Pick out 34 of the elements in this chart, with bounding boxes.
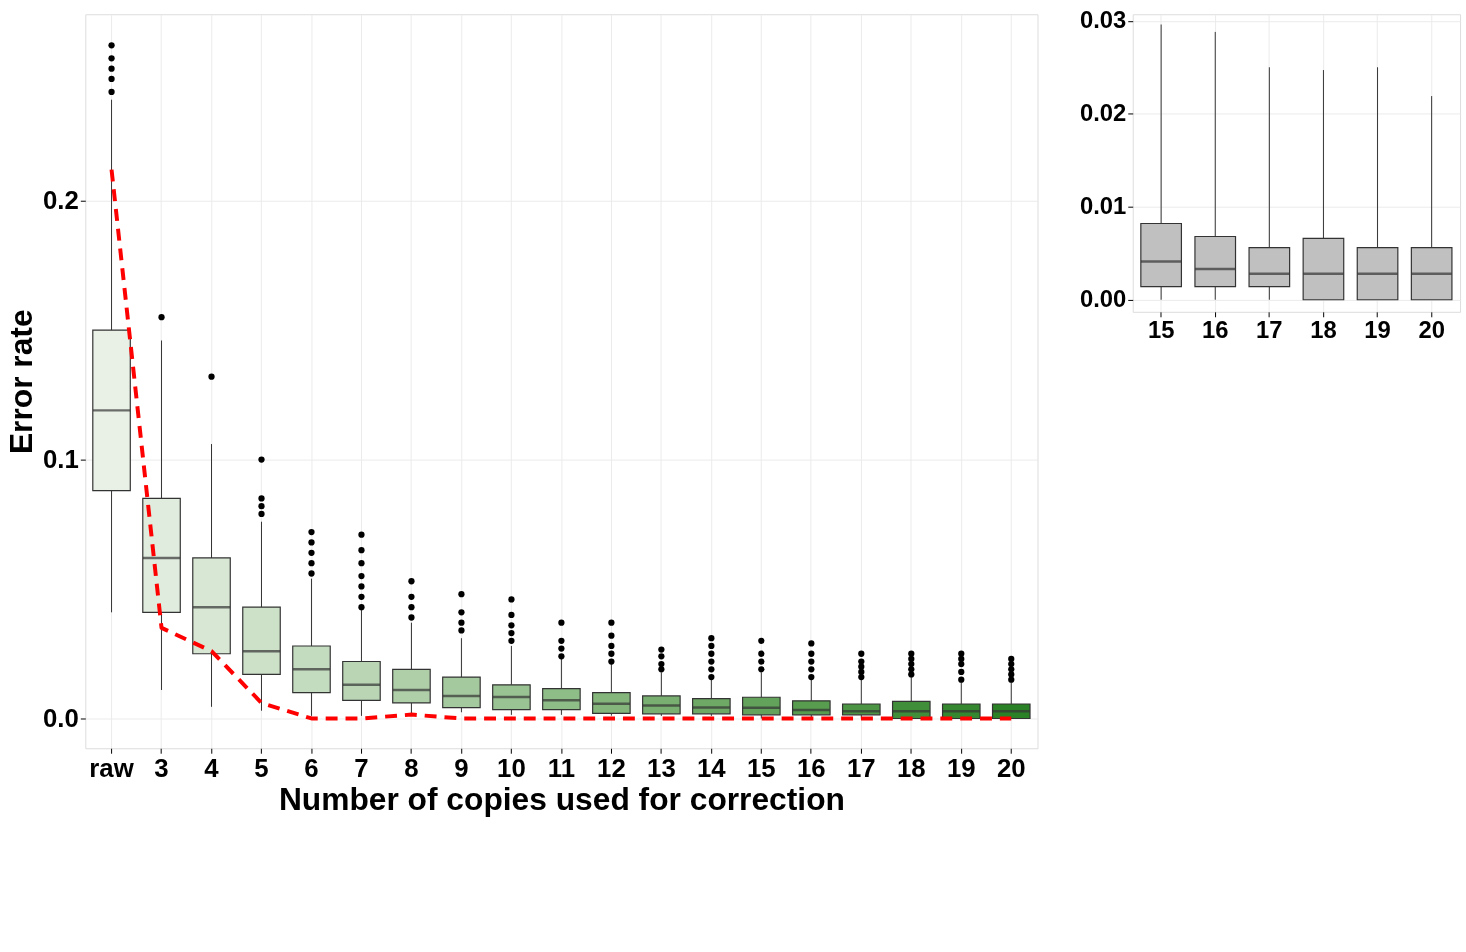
x-tick-label: 15 [747,753,776,782]
x-tick-label: 11 [547,753,576,782]
x-tick-label: 9 [454,753,469,782]
x-tick-label: 4 [204,753,220,782]
x-tick-label: 17 [1256,316,1283,344]
x-tick-label: 3 [154,753,169,782]
x-tick-label: raw [89,753,135,782]
x-tick-label: 8 [404,753,419,782]
x-tick-label: 20 [996,753,1026,782]
y-axis-title: Error rate [3,309,40,455]
x-tick-label: 16 [1201,316,1229,344]
x-tick-label: 18 [1310,316,1337,344]
y-tick-label: 0.00 [1079,285,1127,313]
y-tick-label: 0.1 [43,445,79,474]
x-tick-label: 20 [1418,316,1445,344]
x-tick-label: 12 [597,753,626,782]
x-tick-label: 19 [946,753,976,782]
y-tick-label: 0.01 [1079,192,1127,220]
x-axis-title: Number of copies used for correction [278,781,845,818]
x-tick-label: 6 [304,753,319,782]
x-tick-label: 14 [697,753,727,782]
x-tick-label: 15 [1147,316,1175,344]
x-tick-label: 19 [1364,316,1391,344]
y-tick-label: 0.03 [1079,6,1127,34]
y-tick-label: 0.0 [43,703,79,732]
x-tick-label: 5 [254,753,269,782]
x-tick-label: 17 [846,753,876,782]
x-tick-label: 16 [796,753,826,782]
x-tick-label: 10 [497,753,526,782]
x-tick-label: 7 [354,753,369,782]
x-tick-label: 18 [896,753,926,782]
x-tick-label: 13 [647,753,676,782]
y-tick-label: 0.2 [43,186,79,215]
y-tick-label: 0.02 [1079,99,1127,127]
